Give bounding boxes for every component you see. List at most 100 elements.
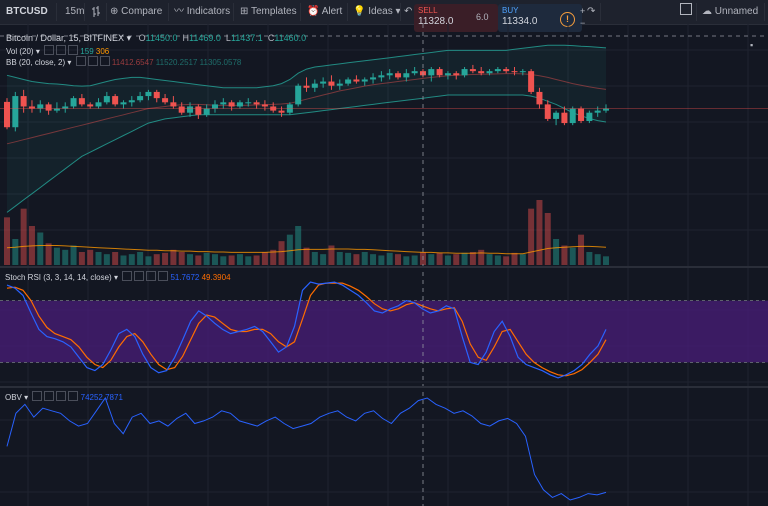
candle-body	[178, 106, 185, 113]
bb-legend[interactable]: BB (20, close, 2) ▾ 11412.6547 11520.251…	[6, 56, 241, 67]
divider	[347, 3, 348, 21]
bb-fill	[7, 45, 606, 213]
compare-button[interactable]: ⊕ Compare	[110, 0, 162, 24]
open-value: 11450.0	[145, 33, 178, 43]
candle-body	[195, 106, 202, 115]
volume-bar	[494, 255, 501, 265]
visibility-icon[interactable]	[32, 391, 43, 401]
crosshair	[0, 24, 768, 506]
candle-body	[278, 110, 285, 113]
divider	[300, 3, 301, 21]
volume-bar	[469, 252, 476, 265]
bb-basis-value: 11412.6547	[111, 58, 154, 67]
alert-button[interactable]: ⏰ Alert	[307, 0, 342, 24]
fullscreen-icon[interactable]	[680, 0, 692, 24]
volume-bar	[478, 249, 485, 265]
cloud-save-button[interactable]: ☁ Unnamed	[702, 0, 758, 24]
templates-button[interactable]: ⊞ Templates	[240, 0, 297, 24]
stoch-label: Stoch RSI (3, 3, 14, 14, close)	[5, 273, 112, 282]
candle-body	[494, 69, 501, 72]
stoch-rsi-lines	[0, 281, 768, 379]
volume-bar	[153, 254, 160, 265]
indicators-button[interactable]: 〰 Indicators	[174, 0, 230, 24]
divider	[106, 3, 107, 21]
divider	[696, 3, 697, 21]
sell-button[interactable]: SELL 11328.0	[414, 4, 498, 32]
volume-bar	[228, 255, 235, 265]
volume-bar	[137, 252, 144, 265]
close-icon[interactable]	[99, 56, 110, 66]
volume-bar	[203, 252, 210, 265]
candle-body	[137, 96, 144, 101]
volume-bar	[53, 247, 60, 265]
candle-body	[478, 71, 485, 74]
visibility-icon[interactable]	[122, 271, 133, 281]
volume-bar	[528, 208, 535, 265]
main-legend[interactable]: Bitcoin / Dollar, 15, BITFINEX ▾ O11450.…	[6, 33, 306, 44]
more-icon[interactable]	[158, 271, 169, 281]
stoch-legend[interactable]: Stoch RSI (3, 3, 14, 14, close) ▾ 51.767…	[5, 271, 231, 282]
obv-legend[interactable]: OBV ▾ 74252.7871	[5, 391, 123, 402]
candle-body	[162, 98, 169, 103]
settings-icon[interactable]	[56, 45, 67, 55]
bb-upper-line	[6, 44, 607, 89]
candle-body	[353, 79, 360, 82]
close-label: C	[267, 33, 275, 43]
volume-bar	[220, 256, 227, 265]
candle-body	[519, 71, 526, 73]
pane-separators	[0, 266, 768, 388]
redo-icon[interactable]: ↷	[587, 6, 596, 17]
settings-icon[interactable]	[134, 271, 145, 281]
bb-lower-line	[6, 94, 607, 213]
candle-body	[245, 102, 252, 104]
settings-icon[interactable]	[87, 56, 98, 66]
quantity-value[interactable]: 6.0	[476, 12, 489, 22]
candle-body	[295, 85, 302, 105]
volume-bar	[370, 254, 377, 265]
candle-body	[236, 102, 243, 107]
volume-bar	[62, 249, 69, 265]
settings-icon[interactable]	[44, 391, 55, 401]
candle-body	[486, 71, 493, 74]
chevron-down-icon: ▾	[24, 393, 29, 402]
candle-body	[187, 106, 194, 113]
interval-button[interactable]: 15m	[65, 6, 85, 17]
close-icon[interactable]	[56, 391, 67, 401]
close-icon[interactable]	[146, 271, 157, 281]
candle-body	[112, 96, 119, 105]
bar-style-icon[interactable]	[91, 0, 101, 24]
candle-body	[403, 73, 410, 78]
divider	[764, 3, 765, 21]
candle-body	[428, 69, 435, 76]
volume-bar	[578, 234, 585, 265]
candle-body	[311, 83, 318, 88]
sell-label: SELL	[418, 6, 438, 15]
volume-bar	[444, 255, 451, 265]
undo-icon[interactable]: ↶	[404, 6, 413, 17]
close-icon[interactable]	[68, 45, 79, 55]
visibility-icon[interactable]	[44, 45, 55, 55]
candle-body	[436, 69, 443, 76]
candle-body	[511, 71, 518, 73]
more-icon[interactable]	[68, 391, 79, 401]
symbol-title: Bitcoin / Dollar, 15, BITFINEX	[6, 33, 125, 43]
candle-body	[569, 108, 576, 124]
volume-bar	[569, 247, 576, 265]
minus-icon[interactable]: −	[580, 18, 586, 28]
candle-body	[120, 102, 127, 105]
volume-bar	[519, 254, 526, 265]
volume-bar	[170, 249, 177, 265]
symbol-search[interactable]: BTCUSD	[6, 6, 48, 17]
scroll-icon[interactable]: ▪	[750, 40, 754, 50]
divider	[233, 3, 234, 21]
plus-icon[interactable]: +	[580, 6, 586, 16]
ideas-button[interactable]: 💡 Ideas ▾	[353, 0, 401, 24]
sell-price: 11328.0	[418, 16, 454, 27]
volume-bar	[261, 252, 268, 265]
vol-legend[interactable]: Vol (20) ▾ 159 306	[6, 45, 109, 56]
volume-bar	[128, 254, 135, 265]
visibility-icon[interactable]	[75, 56, 86, 66]
volume-bar	[145, 256, 152, 265]
volume-bar	[270, 249, 277, 265]
